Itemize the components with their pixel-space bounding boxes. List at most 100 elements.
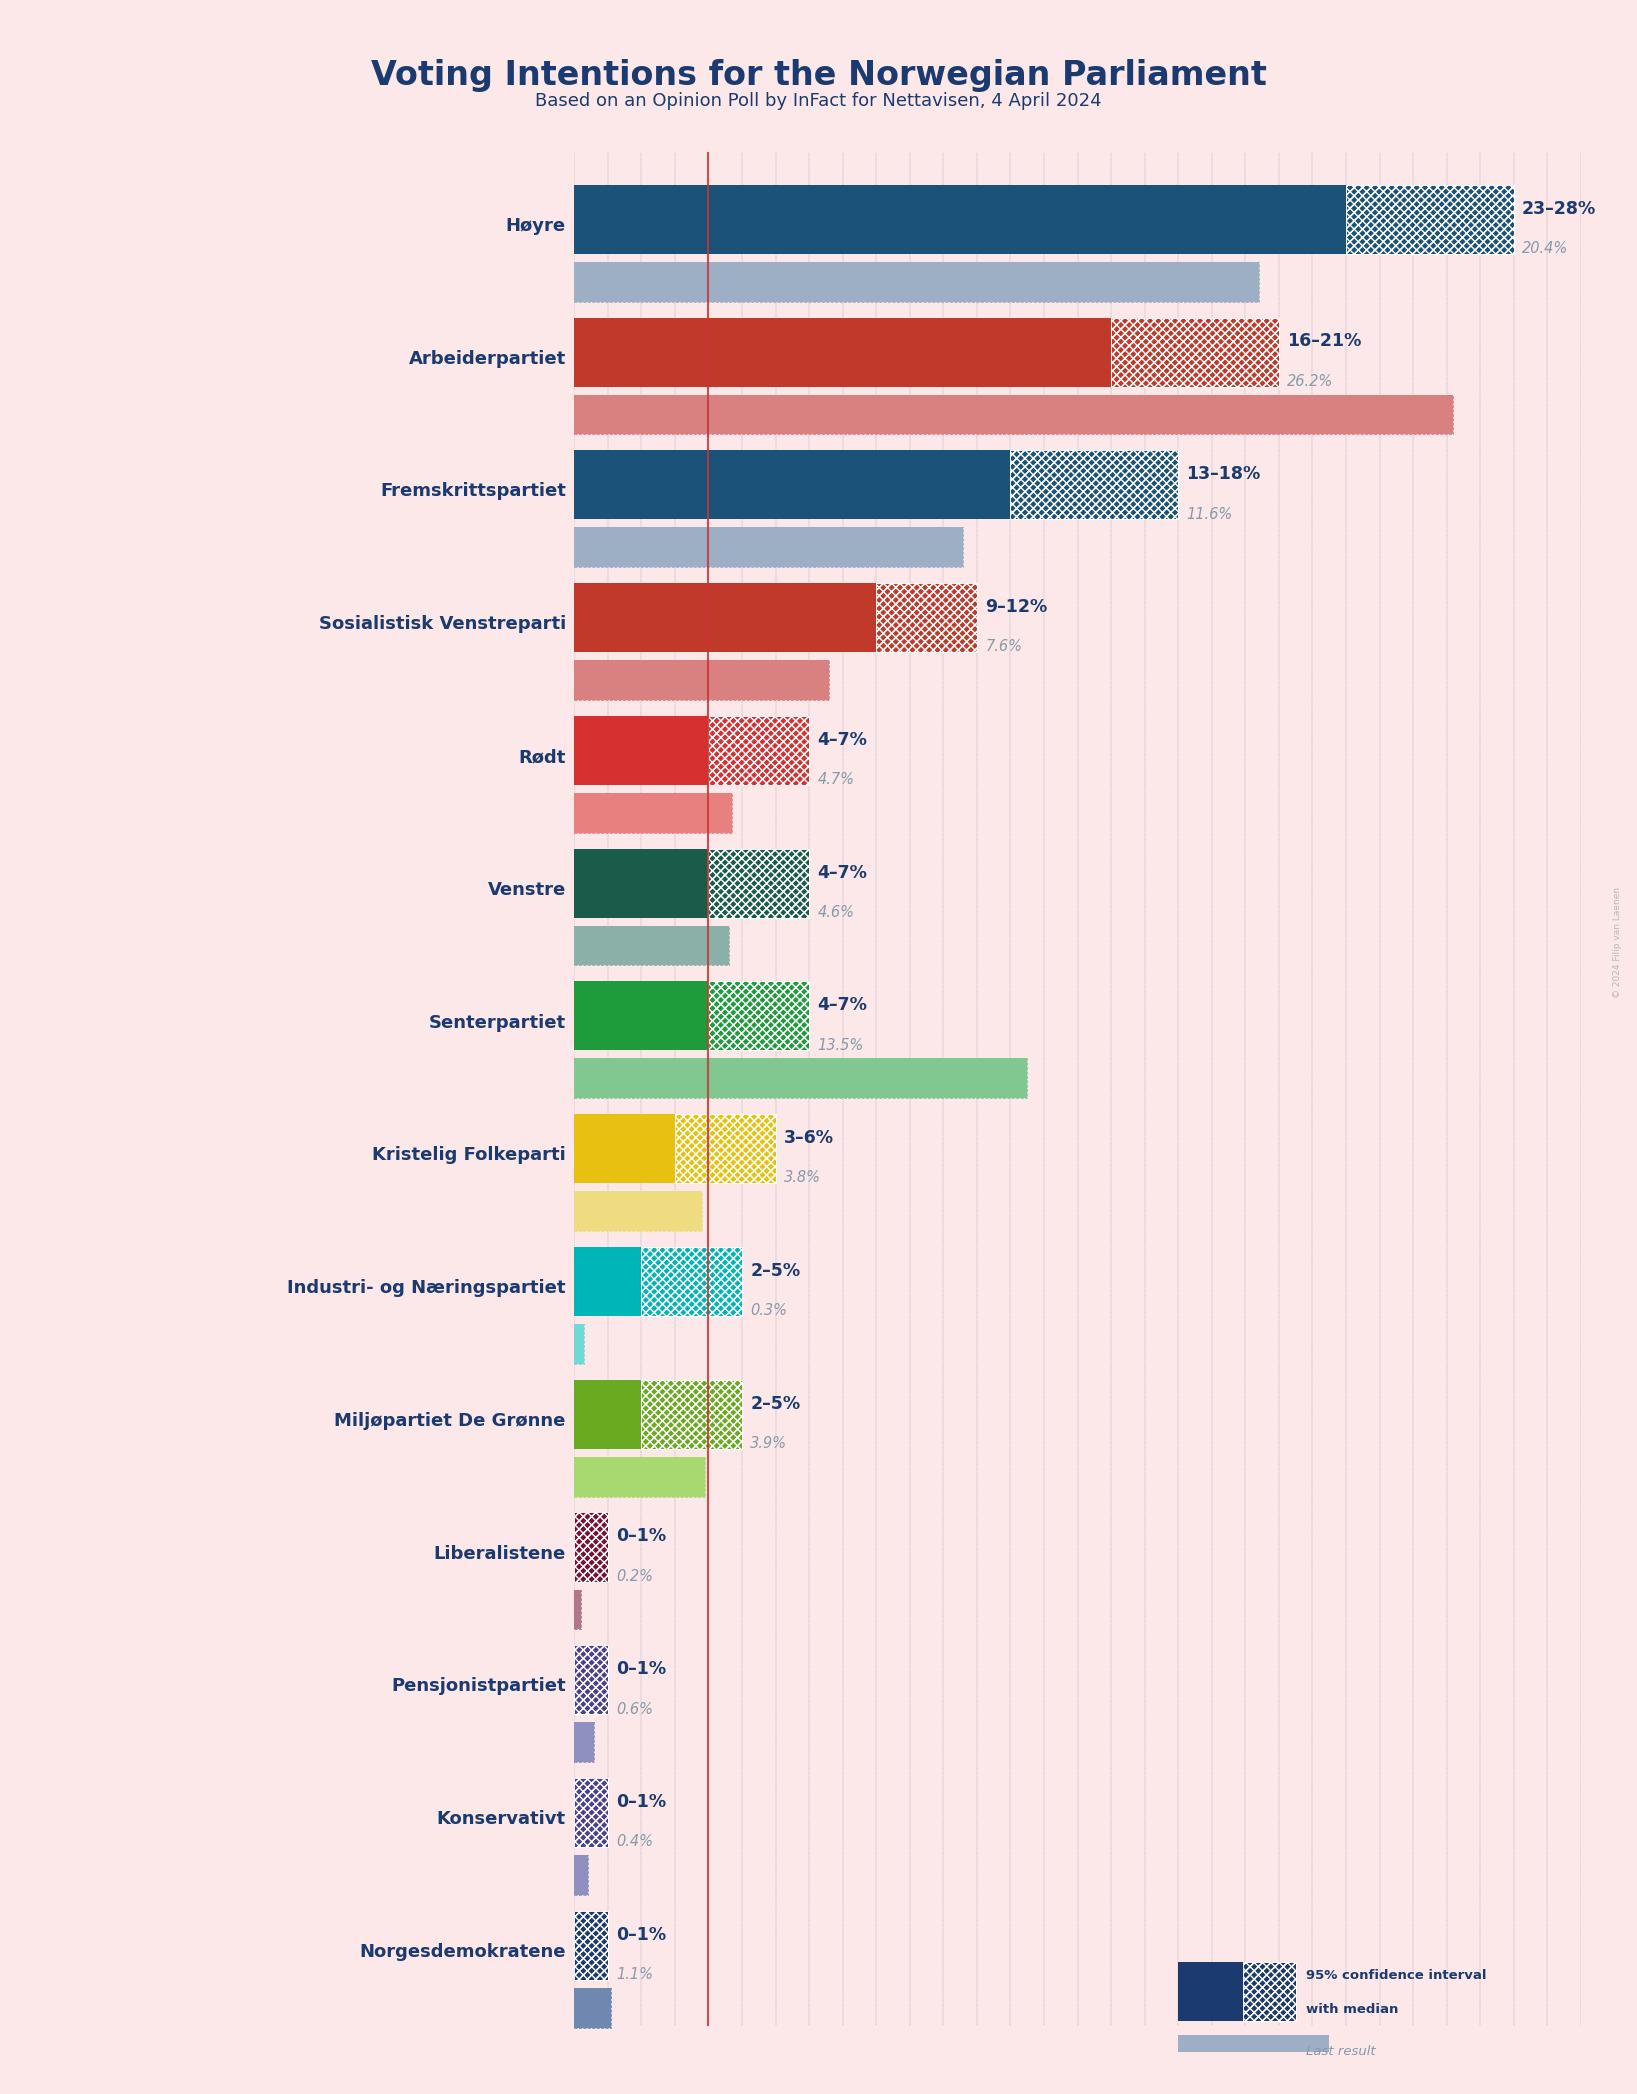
Bar: [575, 1589, 581, 1629]
Bar: [575, 1721, 594, 1763]
Bar: [575, 1457, 706, 1497]
Text: 4–7%: 4–7%: [817, 997, 868, 1013]
Bar: [575, 1721, 594, 1763]
Bar: [575, 926, 728, 965]
Bar: [575, 262, 1259, 302]
Bar: [575, 1912, 607, 1979]
Text: Last result: Last result: [1306, 2046, 1375, 2058]
Bar: [1179, 1962, 1242, 2021]
Bar: [575, 1512, 607, 1581]
Bar: [709, 848, 809, 917]
Bar: [709, 716, 809, 785]
Bar: [642, 1380, 742, 1449]
Bar: [575, 528, 964, 567]
Text: Venstre: Venstre: [488, 882, 566, 898]
Bar: [1112, 318, 1278, 387]
Bar: [575, 1855, 588, 1895]
Text: Norgesdemokratene: Norgesdemokratene: [359, 1943, 566, 1960]
Bar: [1242, 1962, 1295, 2021]
Bar: [642, 1246, 742, 1315]
Text: 16–21%: 16–21%: [1287, 333, 1362, 350]
Bar: [575, 1057, 1026, 1097]
Bar: [709, 982, 809, 1051]
Bar: [642, 1246, 742, 1315]
Text: Pensjonistpartiet: Pensjonistpartiet: [391, 1677, 566, 1696]
Bar: [575, 1323, 584, 1363]
Bar: [1112, 318, 1278, 387]
Bar: [1346, 184, 1514, 253]
Text: 26.2%: 26.2%: [1287, 373, 1334, 389]
Bar: [575, 1512, 607, 1581]
Bar: [575, 1589, 581, 1629]
Bar: [575, 1646, 607, 1715]
Bar: [642, 1380, 742, 1449]
Bar: [876, 582, 977, 651]
Bar: [709, 982, 809, 1051]
Bar: [575, 262, 1259, 302]
Bar: [575, 1912, 607, 1979]
Bar: [1010, 450, 1179, 519]
Bar: [876, 582, 977, 651]
Text: 11.6%: 11.6%: [1187, 507, 1233, 521]
Bar: [575, 1191, 702, 1231]
Text: 20.4%: 20.4%: [1522, 241, 1568, 255]
Text: 0.4%: 0.4%: [616, 1834, 653, 1849]
Bar: [575, 1114, 674, 1183]
Bar: [575, 1512, 607, 1581]
Bar: [575, 1512, 607, 1581]
Bar: [1010, 450, 1179, 519]
Text: Based on an Opinion Poll by InFact for Nettavisen, 4 April 2024: Based on an Opinion Poll by InFact for N…: [535, 92, 1102, 111]
Bar: [575, 1057, 1026, 1097]
Text: 95% confidence interval: 95% confidence interval: [1306, 1968, 1486, 1983]
Text: 3–6%: 3–6%: [784, 1129, 833, 1148]
Bar: [575, 1987, 611, 2027]
Bar: [709, 716, 809, 785]
Text: 2–5%: 2–5%: [750, 1263, 800, 1279]
Bar: [575, 1457, 706, 1497]
Bar: [575, 184, 1346, 253]
Text: Arbeiderpartiet: Arbeiderpartiet: [409, 350, 566, 369]
Bar: [642, 1246, 742, 1315]
Bar: [575, 1646, 607, 1715]
Bar: [575, 1912, 607, 1979]
Text: 4.7%: 4.7%: [817, 773, 855, 787]
Bar: [709, 848, 809, 917]
Bar: [575, 1855, 588, 1895]
Bar: [1346, 184, 1514, 253]
Bar: [575, 1057, 1026, 1097]
Bar: [1010, 450, 1179, 519]
Bar: [674, 1114, 776, 1183]
Bar: [575, 848, 709, 917]
Text: 3.8%: 3.8%: [784, 1171, 820, 1185]
Bar: [575, 528, 964, 567]
Bar: [575, 1646, 607, 1715]
Bar: [1112, 318, 1278, 387]
Bar: [674, 1114, 776, 1183]
Text: 4–7%: 4–7%: [817, 731, 868, 750]
Text: 23–28%: 23–28%: [1522, 199, 1596, 218]
Text: 2–5%: 2–5%: [750, 1395, 800, 1413]
Bar: [1112, 318, 1278, 387]
Bar: [1010, 450, 1179, 519]
Bar: [575, 1987, 611, 2027]
Text: 0.3%: 0.3%: [750, 1302, 787, 1319]
Text: 4–7%: 4–7%: [817, 863, 868, 882]
Text: 0–1%: 0–1%: [616, 1661, 666, 1677]
Bar: [709, 982, 809, 1051]
Bar: [709, 716, 809, 785]
Bar: [575, 394, 1454, 433]
Bar: [1242, 1962, 1295, 2021]
Bar: [709, 982, 809, 1051]
Text: 1.1%: 1.1%: [616, 1966, 653, 1983]
Text: 0–1%: 0–1%: [616, 1527, 666, 1545]
Bar: [575, 1191, 702, 1231]
Bar: [575, 1855, 588, 1895]
Text: 4.6%: 4.6%: [817, 905, 855, 919]
Bar: [1346, 184, 1514, 253]
Text: Voting Intentions for the Norwegian Parliament: Voting Intentions for the Norwegian Parl…: [370, 59, 1267, 92]
Text: 0–1%: 0–1%: [616, 1926, 666, 1943]
Bar: [575, 716, 709, 785]
Text: 0.2%: 0.2%: [616, 1568, 653, 1583]
Text: Fremskrittspartiet: Fremskrittspartiet: [380, 482, 566, 500]
Text: Konservativt: Konservativt: [437, 1809, 566, 1828]
